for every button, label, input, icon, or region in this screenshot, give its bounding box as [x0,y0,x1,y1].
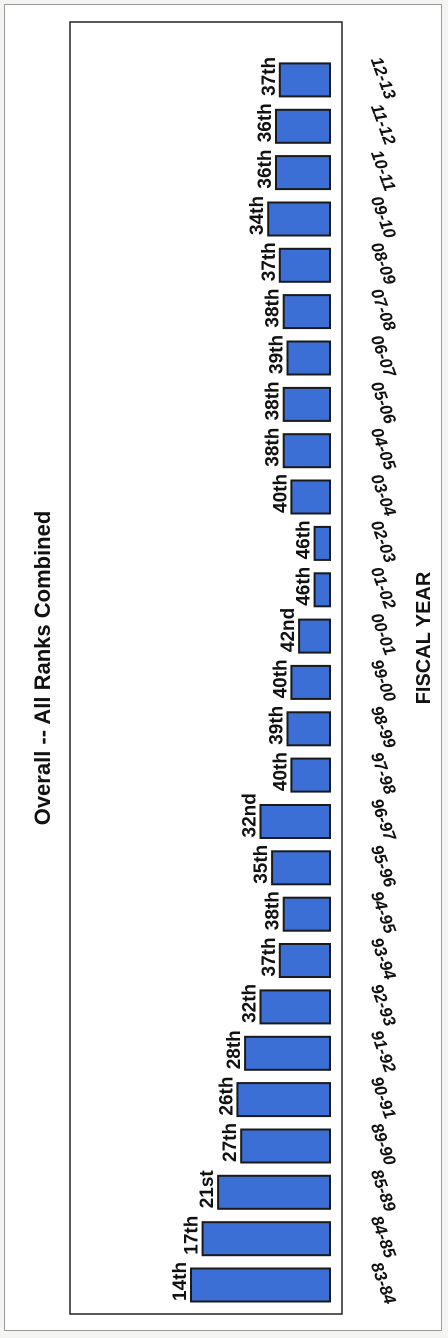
tick-label-08-09: 08-09 [367,240,400,288]
rank-label-92-93: 32th [240,984,261,1023]
tick-label-93-94: 93-94 [367,935,400,983]
tick-label-85-89: 85-89 [367,1167,400,1215]
rank-label-01-02: 46th [294,567,315,606]
bar-06-07 [286,340,331,376]
bar-09-10 [267,201,332,237]
bar-85-89 [217,1174,332,1210]
tick-label-10-11: 10-11 [367,148,399,194]
bar-08-09 [278,247,331,283]
tick-label-12-13: 12-13 [367,54,400,102]
tick-label-01-02: 01-02 [367,564,400,612]
rank-label-03-04: 40th [270,474,291,513]
tick-label-95-96: 95-96 [367,842,400,890]
bar-84-85 [201,1221,332,1257]
rank-label-05-06: 38th [263,381,284,420]
tick-label-11-12: 11-12 [367,101,399,148]
bar-93-94 [278,943,331,978]
rank-label-95-96: 35th [251,845,272,884]
rank-label-11-12: 36th [255,103,276,142]
tick-label-84-85: 84-85 [367,1213,400,1261]
plot-area [69,21,343,1315]
bar-90-91 [236,1082,331,1118]
tick-label-98-99: 98-99 [367,703,400,751]
rank-label-06-07: 39th [267,335,288,374]
rank-label-12-13: 37th [259,57,280,96]
tick-label-97-98: 97-98 [367,750,400,798]
x-axis-label: FISCAL YEAR [413,571,435,704]
rank-label-98-99: 39th [267,706,288,745]
bar-05-06 [282,386,332,422]
tick-label-03-04: 03-04 [367,471,400,519]
bar-02-03 [313,525,332,561]
tick-label-94-95: 94-95 [367,889,400,937]
bar-03-04 [290,479,331,515]
bar-83-84 [190,1267,331,1303]
tick-label-02-03: 02-03 [367,518,400,566]
tick-labels-group: 83-8484-8585-8989-9090-9191-9292-9393-94… [367,54,400,1307]
tick-label-90-91: 90-91 [367,1074,400,1121]
tick-label-09-10: 09-10 [367,193,400,241]
rank-label-83-84: 14th [170,1262,191,1301]
bar-92-93 [259,989,331,1025]
rank-label-89-90: 27th [220,1123,241,1162]
bar-01-02 [313,572,332,608]
rank-label-93-94: 37th [259,937,280,976]
bar-10-11 [275,155,331,191]
bar-12-13 [278,62,331,98]
rank-label-02-03: 46th [294,520,315,559]
tick-label-89-90: 89-90 [367,1120,400,1168]
rank-label-91-92: 28th [224,1030,245,1069]
bar-07-08 [282,294,332,330]
tick-label-05-06: 05-06 [367,379,400,427]
rank-label-09-10: 34th [247,196,268,235]
tick-label-00-01: 00-01 [367,611,400,658]
rank-label-94-95: 38th [263,891,284,930]
tick-label-83-84: 83-84 [367,1259,400,1307]
bar-89-90 [240,1128,331,1164]
bar-00-01 [298,618,332,654]
rank-label-00-01: 42nd [278,608,299,652]
chart-frame [4,4,442,1331]
tick-label-04-05: 04-05 [367,425,400,473]
rank-label-84-85: 17th [182,1216,203,1255]
bar-99-00 [290,664,331,700]
rank-label-08-09: 37th [259,242,280,281]
chart-title: Overall -- All Ranks Combined [30,511,55,826]
rank-label-97-98: 40th [270,752,291,791]
bar-98-99 [286,711,331,747]
tick-label-96-97: 96-97 [367,796,400,845]
bar-97-98 [290,757,331,793]
tick-label-92-93: 92-93 [367,981,400,1029]
rank-label-07-08: 38th [263,289,284,328]
bar-11-12 [275,108,331,144]
rank-label-96-97: 32nd [240,793,261,837]
bar-95-96 [271,850,332,886]
bars-group [190,62,332,1303]
bar-96-97 [259,804,331,839]
rank-label-04-05: 38th [263,428,284,467]
tick-label-99-00: 99-00 [367,657,400,705]
rank-label-90-91: 26th [216,1077,237,1116]
rank-label-85-89: 21st [197,1170,218,1209]
bar-04-05 [282,433,332,469]
tick-label-06-07: 06-07 [367,332,400,381]
tick-label-07-08: 07-08 [367,286,400,334]
rank-label-99-00: 40th [270,659,291,698]
bar-91-92 [244,1035,332,1071]
tick-label-91-92: 91-92 [367,1028,400,1076]
bar-94-95 [282,896,332,932]
rank-label-10-11: 36th [255,150,276,189]
